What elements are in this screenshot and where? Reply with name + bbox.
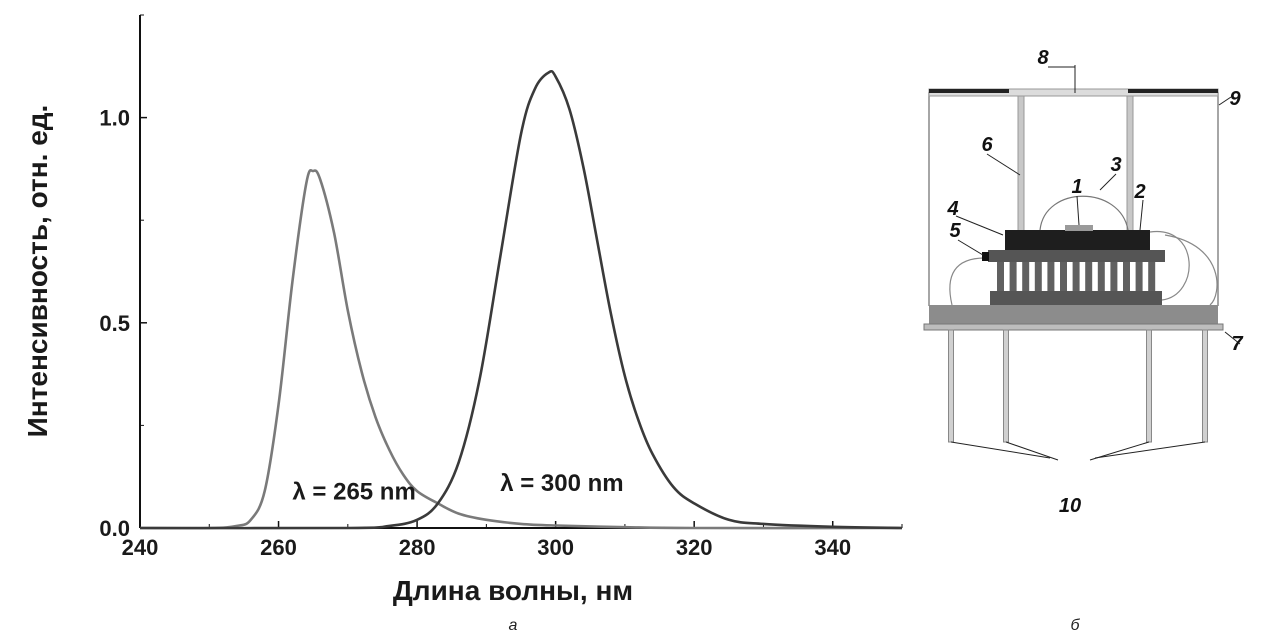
caption-a: а — [509, 617, 518, 634]
top-cap-right — [1128, 89, 1218, 93]
cooler-leg — [1110, 262, 1118, 291]
callout-label: 6 — [981, 134, 993, 156]
cooler-legs — [997, 262, 1156, 291]
post-right — [1126, 95, 1134, 232]
cooler-leg — [1135, 262, 1143, 291]
pin — [948, 329, 954, 443]
spectrum-chart: 240 260 280 300 320 340 0.00.51.0 λ = 265 nm λ… — [22, 14, 903, 634]
series-annotation: λ = 265 nm — [292, 478, 415, 505]
cooler-leg — [1060, 262, 1067, 291]
series-line-1 — [139, 69, 903, 530]
wire-left — [949, 257, 986, 306]
callout-label: 4 — [946, 198, 958, 220]
callout-label: 8 — [1037, 47, 1049, 69]
callout-label: 1 — [1071, 176, 1082, 198]
y-ticks: 0.0 0.5 1.0 — [99, 14, 147, 541]
x-tick-label: 340 — [814, 535, 851, 560]
pin — [1202, 329, 1208, 443]
x-tick-label: 320 — [676, 535, 713, 560]
wire-right-b — [1164, 234, 1218, 306]
cooler-leg — [1009, 262, 1017, 291]
post-left — [1017, 95, 1025, 232]
series-line-0 — [139, 169, 903, 530]
cooler-leg — [1047, 262, 1055, 291]
wire-right — [1149, 231, 1190, 301]
y-tick-label: 1.0 — [99, 106, 130, 131]
x-axis-title: Длина волны, нм — [393, 575, 633, 606]
base-block — [929, 305, 1218, 325]
cooler-leg — [1097, 262, 1105, 291]
callout-label: 5 — [949, 220, 961, 242]
x-tick-label: 280 — [399, 535, 436, 560]
base-flange — [923, 323, 1224, 331]
y-tick-label: 0.5 — [99, 311, 130, 336]
cooler-leg — [1022, 262, 1030, 291]
wire-bond-top — [1039, 195, 1129, 231]
x-tick-label: 240 — [122, 535, 159, 560]
top-cap-left — [929, 89, 1009, 93]
callout-label: 7 — [1231, 333, 1243, 355]
y-axis-title: Интенсивность, отн. ед. — [22, 105, 53, 438]
x-tick-label: 260 — [260, 535, 297, 560]
cooler-bottom-plate — [990, 291, 1162, 305]
pin — [1003, 329, 1009, 443]
series-layer — [139, 69, 903, 530]
x-tick-label: 300 — [537, 535, 574, 560]
cooler-leg — [1085, 262, 1093, 291]
series-annotation: λ = 300 nm — [500, 470, 623, 497]
led-chip — [1065, 225, 1093, 231]
cooler-leg — [1072, 262, 1080, 291]
submount — [1005, 230, 1150, 250]
cooler-leg — [997, 262, 1004, 291]
pins — [948, 329, 1208, 443]
callout-label: 10 — [1059, 495, 1081, 517]
y-tick-label: 0.0 — [99, 516, 130, 541]
caption-b: б — [1071, 617, 1081, 634]
leader-lines — [950, 65, 1241, 461]
callout-label: 2 — [1133, 181, 1145, 203]
pin — [1146, 329, 1152, 443]
callout-label: 9 — [1229, 88, 1241, 110]
cooler-leg — [1123, 262, 1130, 291]
callout-label: 3 — [1110, 154, 1121, 176]
cooler-leg — [1034, 262, 1042, 291]
annotation-layer: λ = 265 nm λ = 300 nm — [292, 470, 623, 505]
sensor-element — [982, 252, 989, 261]
cooler-top-plate — [988, 250, 1165, 262]
cooler-leg — [1148, 262, 1156, 291]
x-ticks: 240 260 280 300 320 340 — [122, 521, 903, 560]
